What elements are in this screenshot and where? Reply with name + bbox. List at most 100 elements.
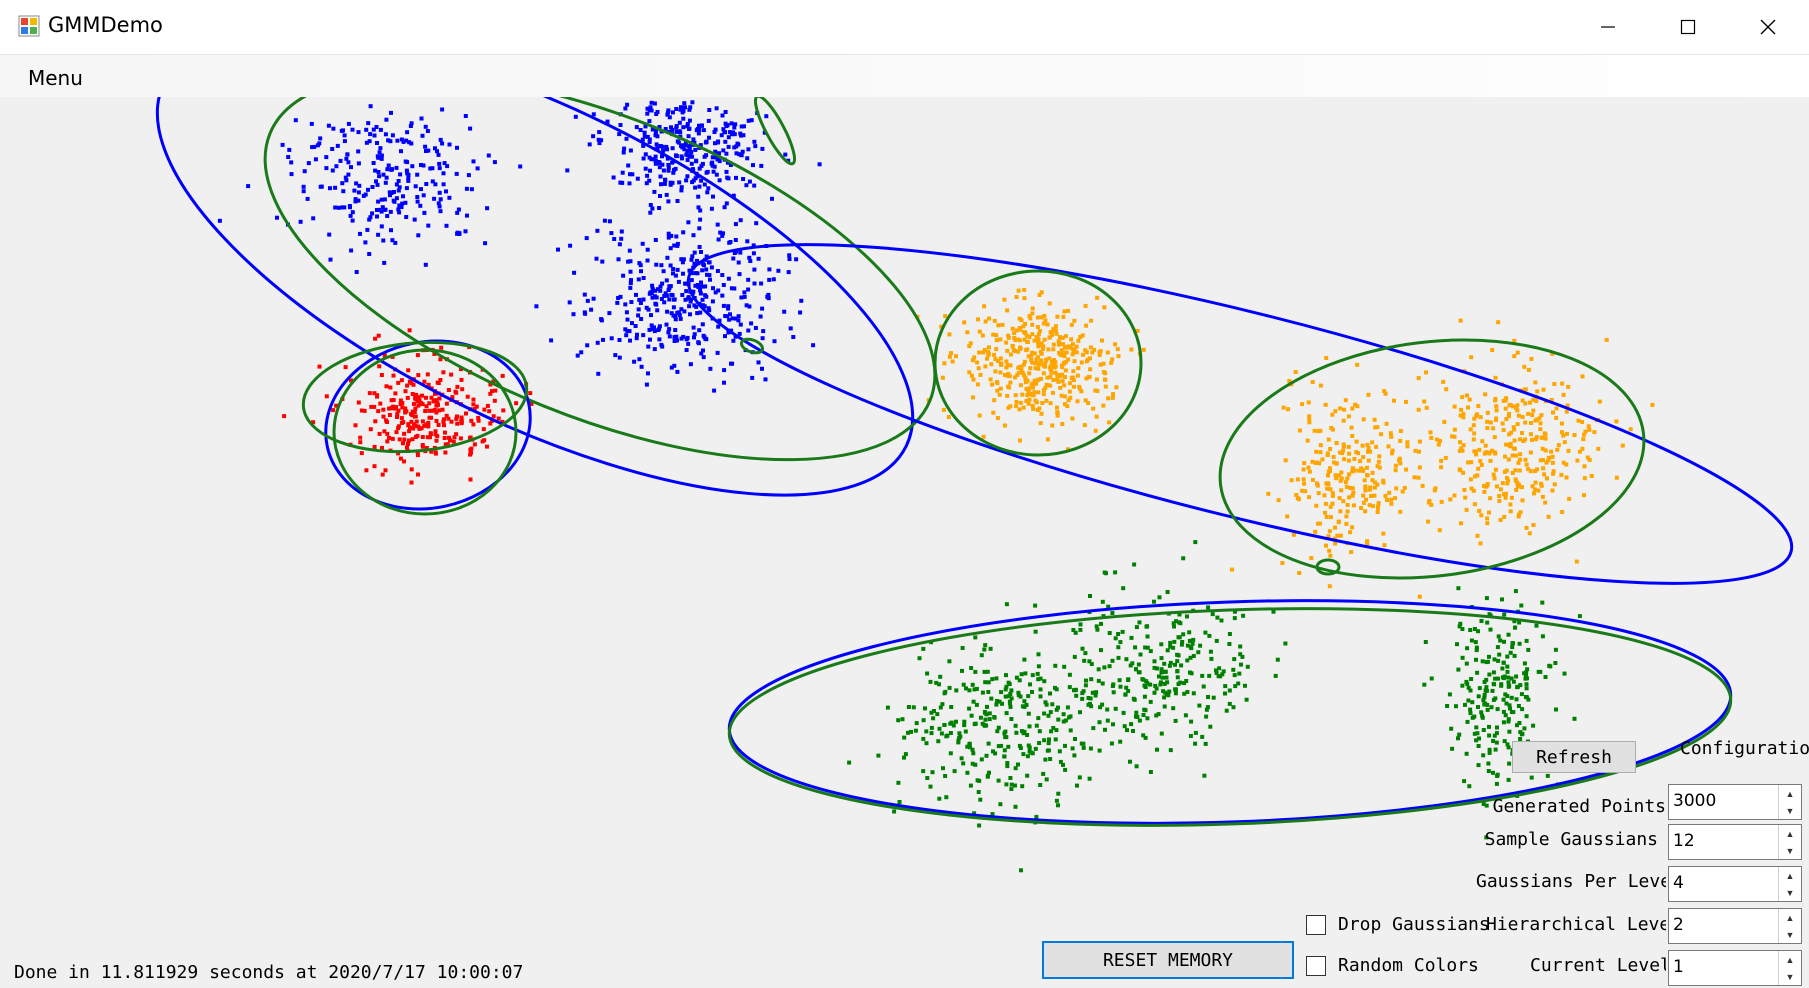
point-green <box>914 721 919 726</box>
point-orange <box>1458 413 1463 418</box>
point-blue <box>669 365 674 370</box>
close-button[interactable] <box>1728 0 1808 54</box>
point-blue <box>344 156 349 161</box>
point-orange <box>1095 295 1100 300</box>
point-red <box>394 430 399 435</box>
point-red <box>395 415 399 419</box>
point-blue <box>375 208 379 212</box>
point-green <box>1009 782 1014 787</box>
spin-down-icon[interactable]: ▼ <box>1785 929 1795 940</box>
point-green <box>995 699 1000 703</box>
point-orange <box>1492 435 1497 440</box>
point-green <box>994 676 999 681</box>
point-green <box>1034 814 1039 819</box>
point-blue <box>689 278 694 283</box>
point-green <box>1529 775 1534 780</box>
spin-down-icon[interactable]: ▼ <box>1785 971 1795 982</box>
point-orange <box>1530 437 1534 442</box>
point-orange <box>1586 424 1591 429</box>
point-green <box>1476 705 1480 709</box>
point-blue <box>658 194 662 198</box>
point-orange <box>1389 497 1394 502</box>
point-green <box>1159 731 1164 736</box>
point-orange <box>1348 530 1353 535</box>
current-level-label: Current Level <box>1530 955 1666 976</box>
point-blue <box>658 288 663 293</box>
point-orange <box>1331 460 1336 465</box>
point-orange <box>1071 342 1075 347</box>
point-blue <box>672 168 676 173</box>
point-orange <box>1524 525 1529 530</box>
point-green <box>1042 711 1047 716</box>
point-orange <box>1515 422 1520 427</box>
point-green <box>1096 667 1101 672</box>
point-blue <box>657 125 662 129</box>
drop-gaussians-checkbox[interactable] <box>1306 915 1326 935</box>
gaussians-per-level-stepper[interactable]: 4 ▲ ▼ <box>1668 866 1802 902</box>
maximize-button[interactable] <box>1648 0 1728 54</box>
spin-up-icon[interactable]: ▲ <box>1785 912 1795 923</box>
reset-memory-button[interactable]: RESET MEMORY <box>1042 941 1294 979</box>
spin-down-icon[interactable]: ▼ <box>1785 887 1795 898</box>
point-green <box>1080 646 1085 651</box>
point-blue <box>399 149 403 154</box>
point-blue <box>645 134 650 139</box>
current-level-stepper[interactable]: 1 ▲ ▼ <box>1668 950 1802 986</box>
point-orange <box>1376 459 1381 464</box>
point-green <box>1233 684 1238 689</box>
point-orange <box>1101 361 1106 366</box>
point-blue <box>689 271 694 276</box>
point-orange <box>1093 428 1098 433</box>
point-blue <box>648 210 653 215</box>
hierarchical-level-stepper[interactable]: 2 ▲ ▼ <box>1668 908 1802 944</box>
point-green <box>1022 729 1027 734</box>
point-red <box>414 392 419 397</box>
spin-down-icon[interactable]: ▼ <box>1785 845 1795 856</box>
point-orange <box>1483 392 1488 397</box>
point-orange <box>1061 350 1066 355</box>
point-blue <box>718 230 723 235</box>
point-blue <box>666 231 671 236</box>
point-orange <box>1111 392 1115 397</box>
point-orange <box>1515 403 1520 408</box>
point-green <box>1030 690 1034 694</box>
point-red <box>491 379 496 384</box>
ellipse-green-7 <box>727 607 1733 827</box>
point-blue <box>289 160 294 165</box>
point-green <box>1538 669 1543 674</box>
point-orange <box>1361 493 1366 498</box>
point-blue <box>677 180 682 185</box>
point-blue <box>475 166 480 171</box>
point-blue <box>379 156 384 161</box>
menu-item-menu[interactable]: Menu <box>28 66 83 90</box>
point-green <box>1480 659 1485 664</box>
point-green <box>962 719 967 724</box>
spin-up-icon[interactable]: ▲ <box>1785 788 1795 799</box>
point-green <box>1204 707 1209 712</box>
spin-up-icon[interactable]: ▲ <box>1785 828 1795 839</box>
minimize-button[interactable] <box>1568 0 1648 54</box>
point-green <box>1053 737 1058 742</box>
point-orange <box>1020 371 1025 375</box>
sample-gaussians-stepper[interactable]: 12 ▲ ▼ <box>1668 824 1802 860</box>
point-green <box>1524 695 1528 699</box>
point-orange <box>1366 392 1371 397</box>
point-orange <box>1083 348 1088 353</box>
point-green <box>1240 654 1245 659</box>
point-orange <box>982 304 987 309</box>
point-orange <box>1079 360 1084 365</box>
point-blue <box>657 337 662 342</box>
spin-up-icon[interactable]: ▲ <box>1785 954 1795 965</box>
random-colors-checkbox[interactable] <box>1306 956 1326 976</box>
point-orange <box>1474 452 1479 457</box>
point-blue <box>607 219 612 224</box>
point-red <box>377 364 382 369</box>
refresh-button[interactable]: Refresh <box>1512 741 1636 773</box>
generated-points-stepper[interactable]: 3000 ▲ ▼ <box>1668 784 1802 820</box>
point-orange <box>1373 480 1377 485</box>
spin-up-icon[interactable]: ▲ <box>1785 870 1795 881</box>
point-green <box>956 740 961 745</box>
spin-down-icon[interactable]: ▼ <box>1785 805 1795 816</box>
point-blue <box>660 154 664 159</box>
point-green <box>1502 639 1506 644</box>
